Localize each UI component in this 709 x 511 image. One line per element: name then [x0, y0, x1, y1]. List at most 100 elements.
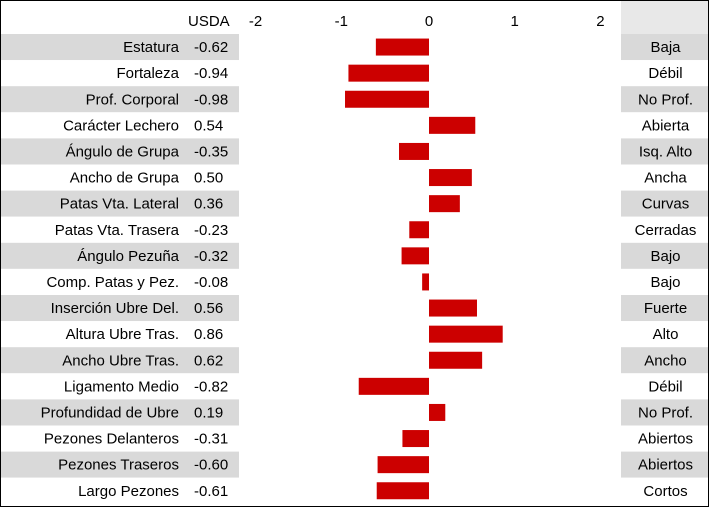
bar	[429, 169, 472, 187]
descriptor-label: Fuerte	[644, 300, 687, 317]
trait-label: Ancho Ubre Tras.	[62, 352, 179, 369]
descriptor-label: Alto	[653, 326, 679, 343]
trait-label: Pezones Delanteros	[44, 431, 179, 448]
trait-label: Ángulo Pezuña	[77, 248, 179, 265]
descriptor-label: Bajo	[650, 274, 680, 291]
bar	[429, 351, 483, 369]
row-band	[621, 86, 708, 113]
x-tick-label: -1	[335, 13, 348, 30]
bar	[375, 38, 429, 56]
row-band	[621, 60, 708, 87]
descriptor-label: Débil	[648, 65, 682, 82]
header-shade	[621, 1, 708, 34]
row-band	[1, 373, 239, 400]
trait-label: Carácter Lechero	[63, 117, 179, 134]
bar	[429, 299, 477, 317]
descriptor-label: Ancha	[644, 170, 687, 187]
bar	[399, 142, 429, 160]
row-band	[1, 399, 239, 426]
row-band	[1, 138, 239, 165]
trait-label: Altura Ubre Tras.	[66, 326, 179, 343]
value-label: 0.62	[194, 352, 223, 369]
x-tick-label: 1	[511, 13, 519, 30]
row-band	[1, 242, 239, 269]
trait-label: Inserción Ubre Del.	[51, 300, 179, 317]
bar	[377, 456, 429, 474]
trait-label: Profundidad de Ubre	[41, 404, 179, 421]
bar	[401, 247, 429, 265]
descriptor-label: Abiertos	[638, 457, 693, 474]
row-band	[621, 399, 708, 426]
row-band	[1, 321, 239, 348]
value-label: -0.98	[194, 91, 228, 108]
bar	[409, 221, 429, 239]
trait-label: Prof. Corporal	[86, 91, 179, 108]
descriptor-label: Cortos	[643, 483, 687, 500]
bar	[358, 377, 429, 395]
row-band	[1, 190, 239, 217]
bar	[429, 403, 446, 421]
value-label: -0.62	[194, 39, 228, 56]
bar	[429, 195, 460, 213]
bar	[376, 482, 429, 500]
row-band	[621, 425, 708, 452]
row-band	[1, 164, 239, 191]
row-band	[621, 138, 708, 165]
row-band	[621, 112, 708, 139]
value-label: -0.08	[194, 274, 228, 291]
row-band	[1, 34, 239, 61]
value-label: -0.60	[194, 457, 228, 474]
x-axis-ticks: -2 -1 0 1 2	[249, 13, 605, 30]
trait-label: Patas Vta. Lateral	[60, 196, 179, 213]
row-band	[1, 86, 239, 113]
descriptor-label: Bajo	[650, 248, 680, 265]
x-tick-label: 0	[425, 13, 433, 30]
value-label: 0.54	[194, 117, 223, 134]
value-label: -0.82	[194, 378, 228, 395]
descriptor-label: Cerradas	[635, 222, 697, 239]
row-band	[621, 477, 708, 504]
x-tick-label: 2	[596, 13, 604, 30]
value-label: -0.31	[194, 431, 228, 448]
row-band	[621, 347, 708, 374]
descriptor-label: Isq. Alto	[639, 143, 692, 160]
trait-label: Ligamento Medio	[64, 378, 179, 395]
bar	[429, 116, 476, 134]
row-band	[1, 295, 239, 322]
row-band	[621, 164, 708, 191]
row-bands	[1, 34, 708, 504]
row-band	[621, 34, 708, 61]
row-band	[1, 451, 239, 478]
descriptor-label: No Prof.	[638, 91, 693, 108]
trait-label: Largo Pezones	[78, 483, 179, 500]
value-label: 0.36	[194, 196, 223, 213]
trait-label: Ancho de Grupa	[70, 170, 180, 187]
value-label: 0.86	[194, 326, 223, 343]
row-band	[621, 373, 708, 400]
row-band	[621, 216, 708, 243]
row-band	[621, 190, 708, 217]
trait-label: Ángulo de Grupa	[66, 143, 180, 160]
trait-label: Fortaleza	[116, 65, 179, 82]
x-tick-label: -2	[249, 13, 262, 30]
trait-label: Comp. Patas y Pez.	[46, 274, 179, 291]
row-band	[1, 347, 239, 374]
row-band	[621, 295, 708, 322]
descriptor-label: Abierta	[642, 117, 690, 134]
value-label: 0.50	[194, 170, 223, 187]
row-band	[1, 268, 239, 295]
descriptor-label: Abiertos	[638, 431, 693, 448]
descriptor-label: Débil	[648, 378, 682, 395]
row-band	[1, 60, 239, 87]
bar	[402, 430, 429, 448]
value-label: -0.35	[194, 143, 228, 160]
value-label: -0.61	[194, 483, 228, 500]
row-band	[621, 268, 708, 295]
row-labels: Estatura -0.62 Baja Fortaleza -0.94 Débil Prof…	[41, 39, 697, 500]
row-band	[621, 451, 708, 478]
row-band	[1, 477, 239, 504]
descriptor-label: Ancho	[644, 352, 687, 369]
bar	[345, 90, 429, 108]
